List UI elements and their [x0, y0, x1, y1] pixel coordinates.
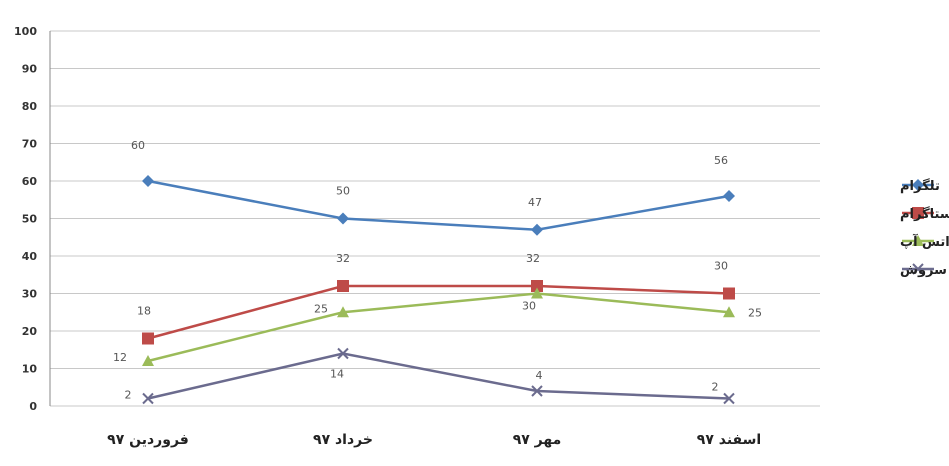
data-label: 30: [522, 300, 536, 313]
y-tick-label: 0: [29, 400, 37, 413]
data-label: 60: [131, 139, 145, 152]
data-point: [142, 175, 154, 187]
data-point: [337, 306, 349, 318]
data-point: [723, 190, 735, 202]
data-label: 12: [113, 351, 127, 364]
series-2: 12 25 30 25: [113, 287, 762, 366]
y-tick-label: 30: [22, 288, 38, 301]
data-point: [723, 306, 735, 318]
legend-marker: [912, 207, 924, 219]
x-tick-label: خرداد ۹۷: [313, 432, 373, 448]
data-point: [531, 280, 543, 292]
data-point: [337, 212, 349, 225]
data-point: [723, 392, 735, 405]
data-point: [337, 280, 349, 292]
y-tick-label: 60: [22, 175, 38, 188]
series-line: [147, 179, 730, 232]
series-line: [147, 292, 730, 363]
y-tick-label: 50: [22, 213, 38, 226]
data-label: 50: [336, 185, 350, 198]
legend-label: سروش: [900, 263, 947, 278]
data-label: 32: [526, 252, 540, 265]
data-label: 47: [528, 196, 542, 209]
series-line: [147, 352, 730, 400]
data-label: 18: [137, 305, 151, 318]
data-label: 25: [314, 302, 328, 315]
x-tick-label: اسفند ۹۷: [697, 432, 761, 448]
legend-item: سروش: [900, 263, 947, 278]
data-point: [531, 223, 543, 236]
y-tick-label: 10: [22, 363, 38, 376]
legend-marker: [912, 263, 924, 275]
data-point: [142, 355, 154, 366]
legend-label: تلگرام: [900, 178, 940, 194]
legend: تلگرام اینستاگرام واتس آپ سروش: [900, 178, 949, 278]
data-label: 30: [714, 260, 728, 273]
legend-item: واتس آپ: [900, 233, 949, 250]
data-label: 14: [330, 368, 344, 381]
legend-marker: [912, 179, 924, 191]
data-label: 32: [336, 252, 350, 265]
x-tick-label: مهر ۹۷: [513, 432, 562, 448]
series-1: 18 32 32 30: [137, 252, 735, 345]
series-0: 60 50 47 56: [131, 139, 735, 236]
data-label: 56: [714, 154, 728, 167]
data-point: [723, 287, 735, 300]
legend-label: واتس آپ: [900, 233, 949, 250]
x-axis: فروردین ۹۷ خرداد ۹۷ مهر ۹۷ اسفند ۹۷: [107, 432, 761, 448]
y-tick-label: 100: [14, 25, 37, 38]
legend-item: اینستاگرام: [900, 206, 949, 222]
data-label: 4: [536, 369, 543, 382]
series-line: [147, 284, 730, 340]
data-label: 25: [748, 306, 762, 319]
legend-item: تلگرام: [900, 178, 940, 194]
series-3: 2 14 4 2: [125, 347, 735, 405]
y-axis: 0 10 20 30 40 50 60 70 80 90 100: [14, 25, 51, 413]
data-label: 2: [712, 381, 719, 394]
data-point: [142, 332, 154, 345]
legend-label: اینستاگرام: [900, 206, 949, 222]
data-point: [142, 392, 154, 405]
series-layer: 60 50 47 56 18 32 32 30 12 25 30 25 2 14 4 2: [113, 139, 762, 405]
data-point: [337, 347, 349, 360]
data-point: [531, 385, 543, 397]
grid: [50, 30, 820, 407]
data-point: [531, 287, 543, 299]
y-tick-label: 70: [22, 138, 38, 151]
y-tick-label: 40: [22, 250, 38, 263]
data-label: 2: [125, 389, 132, 402]
y-tick-label: 80: [22, 100, 38, 113]
y-tick-label: 90: [22, 63, 38, 76]
x-tick-label: فروردین ۹۷: [107, 432, 189, 448]
legend-marker: [912, 235, 924, 246]
y-tick-label: 20: [22, 325, 38, 338]
